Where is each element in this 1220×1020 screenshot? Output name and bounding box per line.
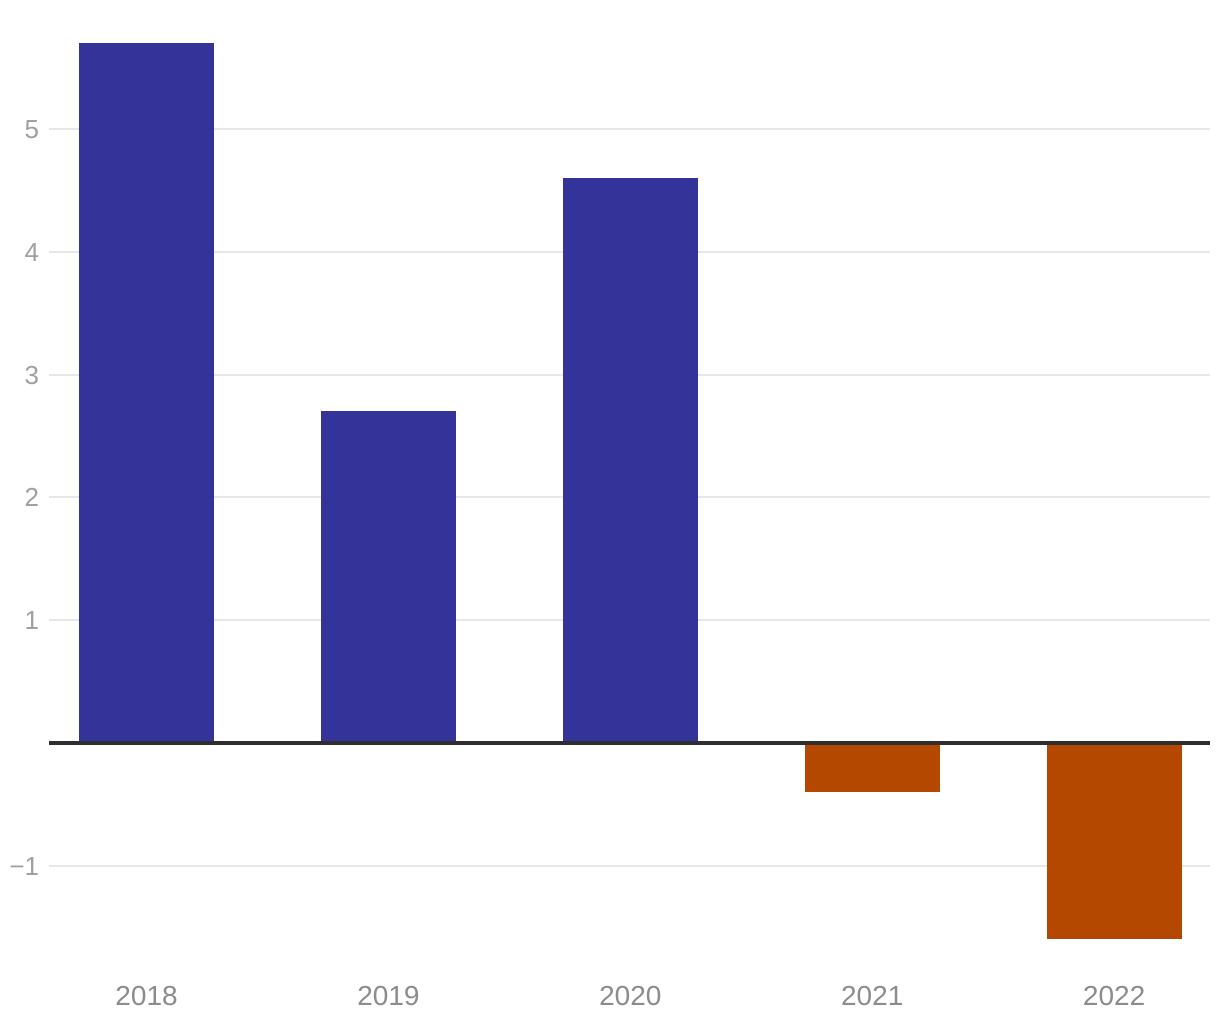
x-axis-label-2022: 2022 bbox=[1082, 980, 1146, 1011]
y-tick-label: 1 bbox=[24, 605, 39, 636]
y-tick-label: −1 bbox=[9, 850, 39, 881]
bar-2021 bbox=[804, 743, 940, 793]
x-axis-label-2020: 2020 bbox=[599, 980, 662, 1011]
zero-baseline bbox=[49, 741, 1210, 745]
x-axis-label-2021: 2021 bbox=[840, 980, 904, 1011]
y-gridline bbox=[49, 128, 1210, 130]
y-gridline bbox=[49, 864, 1210, 867]
bar-2020 bbox=[562, 178, 698, 743]
y-tick-label: 5 bbox=[24, 114, 39, 144]
bar-2019 bbox=[320, 411, 456, 743]
x-axis-label-2018: 2018 bbox=[115, 980, 178, 1011]
bar-2022 bbox=[1046, 743, 1182, 940]
y-tick-label: 3 bbox=[24, 359, 39, 390]
x-axis-label-2019: 2019 bbox=[357, 980, 420, 1011]
y-tick-label: 4 bbox=[24, 236, 39, 267]
y-tick-label: 2 bbox=[24, 482, 39, 513]
bar-2018 bbox=[78, 43, 214, 743]
